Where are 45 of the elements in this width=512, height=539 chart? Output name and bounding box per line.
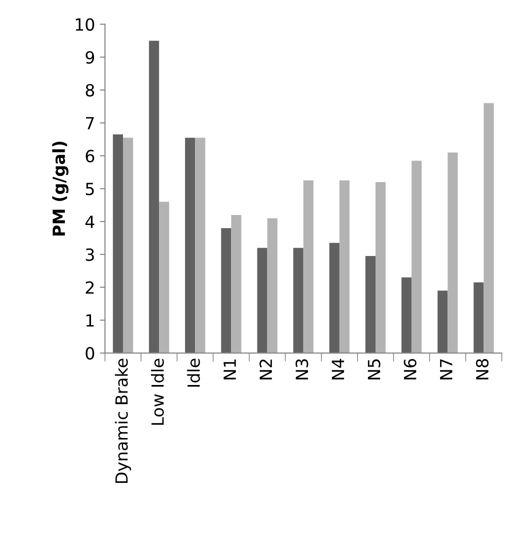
bar — [257, 248, 268, 354]
bar — [474, 282, 484, 354]
bar — [159, 202, 170, 354]
bar — [438, 290, 448, 354]
y-tick-label: 9 — [86, 51, 94, 64]
x-tick-label: Idle — [187, 358, 200, 387]
y-tick-label: 1 — [86, 314, 94, 326]
x-tick-label: Low Idle — [151, 358, 164, 425]
x-tick-label: N4 — [332, 358, 344, 380]
bar — [148, 40, 160, 354]
x-tick-label: N3 — [296, 359, 308, 380]
y-tick-label: 10 — [76, 18, 94, 31]
bar — [185, 138, 196, 354]
y-tick-label: 3 — [86, 248, 94, 261]
x-tick-label: N1 — [224, 359, 236, 380]
x-tick-label: N5 — [368, 359, 380, 380]
y-tick-label: 4 — [85, 216, 94, 228]
bar — [303, 180, 314, 354]
bar — [412, 160, 422, 354]
bar — [231, 214, 242, 354]
bar — [112, 134, 123, 354]
x-tick-label: N7 — [440, 359, 452, 380]
bar — [293, 248, 304, 354]
bar — [365, 256, 376, 354]
y-tick-label: 7 — [86, 117, 94, 130]
bar — [221, 228, 232, 354]
y-tick-label: 2 — [86, 281, 94, 294]
bar — [195, 138, 206, 354]
bar — [484, 103, 494, 354]
bar — [267, 218, 278, 354]
bar — [122, 138, 134, 354]
x-tick-label: N6 — [404, 358, 416, 380]
bar — [448, 152, 458, 354]
bar — [329, 242, 340, 354]
y-tick-label: 0 — [86, 347, 94, 360]
x-tick-label: N2 — [260, 360, 272, 380]
bar — [376, 182, 386, 354]
bar — [401, 277, 412, 354]
bar — [339, 180, 350, 354]
y-axis-title: PM (g/gal) — [52, 142, 68, 236]
x-tick-label: Dynamic Brake — [114, 358, 132, 483]
y-tick-label: 6 — [86, 150, 94, 162]
x-tick-label: N8 — [476, 359, 489, 380]
y-tick-label: 5 — [86, 182, 94, 196]
y-tick-label: 8 — [86, 84, 94, 97]
